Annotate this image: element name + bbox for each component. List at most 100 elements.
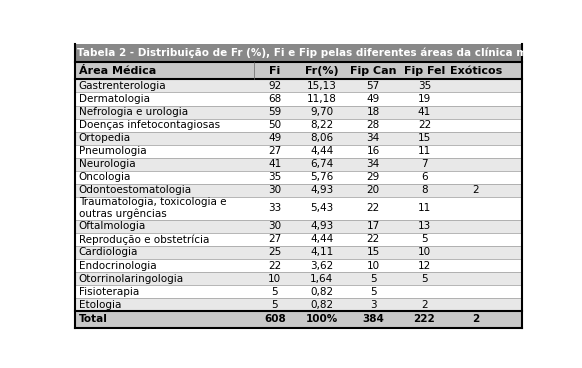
Text: 2: 2 (473, 185, 479, 195)
Text: 15: 15 (367, 247, 379, 258)
Text: 4,44: 4,44 (310, 234, 333, 244)
Text: 5,76: 5,76 (310, 172, 333, 182)
Bar (75, 246, 521, 259)
Text: 222: 222 (414, 314, 435, 324)
Text: 28: 28 (367, 120, 379, 130)
Text: 8,06: 8,06 (310, 133, 333, 143)
Text: 5: 5 (272, 287, 278, 297)
Bar (75, 298, 521, 311)
Bar (75, 158, 521, 171)
Text: 4,93: 4,93 (310, 185, 333, 195)
Text: 5: 5 (421, 234, 428, 244)
Text: 2: 2 (421, 300, 428, 309)
Text: 41: 41 (418, 107, 431, 117)
Text: 5: 5 (370, 273, 377, 284)
Text: 11: 11 (418, 146, 431, 156)
Text: 6,74: 6,74 (310, 159, 333, 169)
Text: Oftalmologia: Oftalmologia (79, 222, 146, 231)
Bar (75, 171, 521, 184)
Text: Dermatologia: Dermatologia (79, 94, 150, 104)
Text: 27: 27 (268, 234, 282, 244)
Text: Odontoestomatologia: Odontoestomatologia (79, 185, 191, 195)
Text: 100%: 100% (306, 314, 338, 324)
Text: Exóticos: Exóticos (450, 66, 502, 76)
Bar (75, 132, 521, 145)
Text: 608: 608 (264, 314, 286, 324)
Text: 5,43: 5,43 (310, 204, 333, 213)
Text: 3,62: 3,62 (310, 261, 333, 270)
Text: Doenças infetocontagiosas: Doenças infetocontagiosas (79, 120, 220, 130)
Text: 22: 22 (418, 120, 431, 130)
Bar (75, 272, 521, 285)
Text: 18: 18 (367, 107, 379, 117)
Text: Total: Total (79, 314, 108, 324)
Text: 33: 33 (268, 204, 282, 213)
Text: 27: 27 (268, 146, 282, 156)
Bar (75, 197, 521, 220)
Text: 19: 19 (418, 94, 431, 104)
Bar (75, 259, 521, 272)
Text: 10: 10 (418, 247, 431, 258)
Text: 11: 11 (418, 204, 431, 213)
Text: 6: 6 (421, 172, 428, 182)
Text: 50: 50 (268, 120, 281, 130)
Text: 10: 10 (367, 261, 379, 270)
Text: Etologia: Etologia (79, 300, 121, 309)
Text: 15,13: 15,13 (307, 81, 336, 91)
Text: 5: 5 (370, 287, 377, 297)
Text: 12: 12 (418, 261, 431, 270)
Text: 13: 13 (418, 222, 431, 231)
Text: 49: 49 (268, 133, 282, 143)
Text: 35: 35 (418, 81, 431, 91)
Text: 1,64: 1,64 (310, 273, 333, 284)
Text: 30: 30 (268, 185, 281, 195)
Text: Fi: Fi (269, 66, 281, 76)
Bar (75, 220, 521, 233)
Text: Reprodução e obstetrícia: Reprodução e obstetrícia (79, 234, 209, 245)
Bar (75, 118, 521, 132)
Bar (75, 106, 521, 118)
Text: 29: 29 (367, 172, 379, 182)
Bar (75, 44, 521, 62)
Text: 2: 2 (472, 314, 480, 324)
Text: Ortopedia: Ortopedia (79, 133, 131, 143)
Text: 4,11: 4,11 (310, 247, 333, 258)
Text: Fr(%): Fr(%) (305, 66, 339, 76)
Bar (75, 233, 521, 246)
Text: 0,82: 0,82 (310, 287, 333, 297)
Text: 25: 25 (268, 247, 282, 258)
Text: 20: 20 (367, 185, 379, 195)
Text: Oncologia: Oncologia (79, 172, 131, 182)
Text: 17: 17 (367, 222, 379, 231)
Text: 7: 7 (421, 159, 428, 169)
Text: 11,18: 11,18 (307, 94, 336, 104)
Bar (75, 311, 521, 328)
Bar (75, 145, 521, 158)
Text: Nefrologia e urologia: Nefrologia e urologia (79, 107, 188, 117)
Text: 22: 22 (367, 234, 379, 244)
Text: Área Médica: Área Médica (79, 66, 156, 76)
Text: 16: 16 (367, 146, 379, 156)
Text: 34: 34 (367, 159, 379, 169)
Text: 8: 8 (421, 185, 428, 195)
Text: 59: 59 (268, 107, 282, 117)
Text: Neurologia: Neurologia (79, 159, 135, 169)
Text: 4,93: 4,93 (310, 222, 333, 231)
Text: Endocrinologia: Endocrinologia (79, 261, 156, 270)
Bar (75, 285, 521, 298)
Bar (75, 184, 521, 197)
Bar (75, 92, 521, 106)
Text: 0,82: 0,82 (310, 300, 333, 309)
Text: 92: 92 (268, 81, 282, 91)
Text: 5: 5 (272, 300, 278, 309)
Text: 68: 68 (268, 94, 282, 104)
Text: 41: 41 (268, 159, 282, 169)
Text: Pneumologia: Pneumologia (79, 146, 146, 156)
Text: 4,44: 4,44 (310, 146, 333, 156)
Text: 10: 10 (268, 273, 281, 284)
Text: 57: 57 (367, 81, 379, 91)
Text: 22: 22 (367, 204, 379, 213)
Text: Fisioterapia: Fisioterapia (79, 287, 139, 297)
Text: Fip Can: Fip Can (350, 66, 396, 76)
Text: Otorrinolaringologia: Otorrinolaringologia (79, 273, 184, 284)
